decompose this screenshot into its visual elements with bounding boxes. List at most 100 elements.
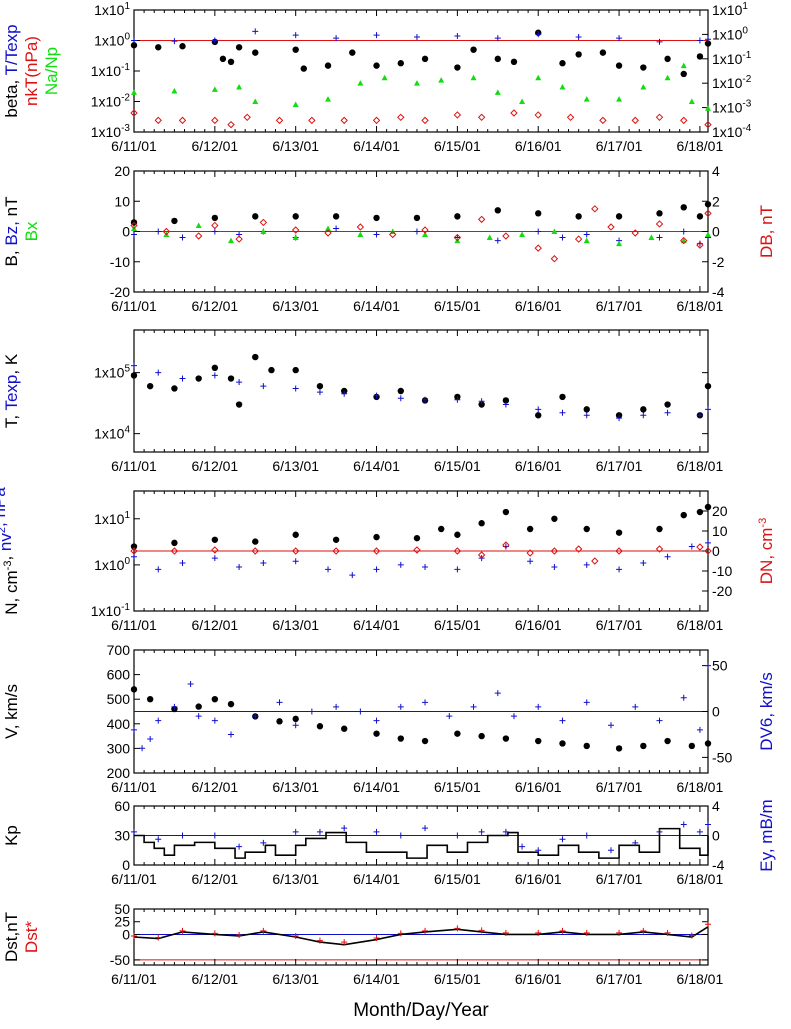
panel-plasma-ratios: 6/11/01 6/12/01 6/13/01 6/14/01 6/15/01 6/16/… bbox=[2, 1, 752, 154]
data-point bbox=[640, 559, 647, 566]
data-point bbox=[705, 921, 711, 928]
data-point bbox=[510, 713, 517, 720]
data-point bbox=[502, 735, 510, 742]
data-point bbox=[696, 543, 704, 551]
data-point bbox=[454, 730, 461, 737]
data-point bbox=[252, 353, 259, 361]
data-point bbox=[259, 218, 268, 227]
y2-tick-label: 1x100 bbox=[712, 25, 748, 42]
data-point bbox=[236, 931, 243, 938]
y2-tick-label: 0 bbox=[712, 828, 720, 844]
data-point bbox=[179, 832, 186, 839]
data-point bbox=[171, 385, 178, 392]
x-tick-label: 6/13/01 bbox=[272, 779, 319, 795]
data-point bbox=[559, 60, 566, 67]
data-point bbox=[494, 89, 501, 95]
x-tick-label: 6/18/01 bbox=[677, 458, 724, 474]
data-point bbox=[373, 566, 380, 573]
data-point bbox=[559, 83, 566, 90]
data-point bbox=[381, 74, 388, 81]
data-point bbox=[373, 214, 380, 222]
y2-tick-label: 1x101 bbox=[712, 1, 748, 18]
data-point bbox=[333, 703, 340, 710]
plot-frame bbox=[133, 908, 709, 966]
data-point bbox=[519, 231, 526, 238]
data-point bbox=[131, 89, 137, 95]
series-line bbox=[134, 827, 709, 859]
y-axis-label: beta, T/Texp bbox=[2, 24, 21, 117]
data-point bbox=[575, 34, 582, 41]
data-point bbox=[454, 64, 461, 71]
data-point bbox=[421, 116, 429, 125]
x-tick-label: 6/12/01 bbox=[191, 617, 238, 633]
data-point bbox=[696, 828, 703, 835]
y2-tick-label: -50 bbox=[712, 749, 732, 765]
x-tick-label: 6/17/01 bbox=[596, 138, 643, 154]
data-point bbox=[559, 409, 566, 416]
x-tick-label: 6/18/01 bbox=[677, 971, 724, 987]
x-tick-label: 6/16/01 bbox=[515, 138, 562, 154]
x-tick-label: 6/14/01 bbox=[353, 971, 400, 987]
data-point bbox=[179, 234, 186, 241]
data-point bbox=[243, 113, 251, 122]
data-point bbox=[470, 46, 477, 53]
data-point bbox=[688, 98, 695, 104]
data-point bbox=[155, 717, 162, 724]
data-point bbox=[260, 228, 267, 234]
data-point bbox=[664, 74, 671, 81]
data-point bbox=[527, 558, 534, 565]
data-point bbox=[551, 228, 558, 234]
data-point bbox=[341, 825, 348, 832]
data-point bbox=[211, 37, 218, 44]
y2-tick-label: 2 bbox=[712, 193, 720, 209]
data-point bbox=[235, 401, 243, 408]
data-point bbox=[664, 409, 671, 416]
y-tick-label: 0 bbox=[122, 224, 130, 240]
data-point bbox=[397, 703, 404, 710]
y-axis-label: B, Bz, nT bbox=[2, 197, 21, 267]
data-point bbox=[422, 563, 429, 570]
data-point bbox=[397, 930, 404, 937]
data-point bbox=[325, 96, 332, 102]
x-tick-label: 6/16/01 bbox=[515, 298, 562, 314]
data-point bbox=[656, 717, 663, 724]
data-point bbox=[591, 557, 599, 565]
y-tick-label: 500 bbox=[107, 691, 131, 707]
y2-tick-label: -20 bbox=[712, 583, 732, 599]
data-point bbox=[519, 843, 526, 850]
data-point bbox=[413, 34, 420, 41]
x-tick-label: 6/13/01 bbox=[272, 138, 319, 154]
data-point bbox=[656, 828, 663, 835]
x-tick-label: 6/17/01 bbox=[596, 779, 643, 795]
y2-tick-label: 1x10-4 bbox=[712, 123, 752, 140]
data-point bbox=[236, 379, 243, 386]
y2-tick-label: 0 bbox=[712, 224, 720, 240]
x-tick-label: 6/16/01 bbox=[515, 617, 562, 633]
data-point bbox=[276, 718, 283, 725]
data-point bbox=[422, 396, 429, 403]
series-line bbox=[133, 926, 709, 946]
data-point bbox=[502, 828, 509, 835]
data-point bbox=[648, 234, 655, 241]
y2-axis-label: DB, nT bbox=[757, 205, 776, 258]
y-tick-label: 1x100 bbox=[94, 32, 130, 49]
data-point bbox=[421, 737, 429, 745]
data-point bbox=[252, 49, 259, 56]
data-point bbox=[252, 213, 259, 220]
data-point bbox=[252, 713, 259, 720]
y2-tick-label: -4 bbox=[712, 857, 725, 873]
y-axis-label: nkT(nPa) bbox=[22, 36, 41, 106]
data-point bbox=[664, 929, 671, 936]
y2-tick-label: -10 bbox=[712, 563, 732, 579]
x-tick-label: 6/15/01 bbox=[434, 779, 481, 795]
data-point bbox=[583, 412, 590, 419]
data-point bbox=[179, 43, 186, 50]
data-point bbox=[413, 214, 421, 222]
data-point bbox=[413, 534, 421, 542]
data-point bbox=[292, 828, 299, 835]
data-point bbox=[195, 375, 202, 382]
data-point bbox=[616, 566, 623, 573]
data-point bbox=[195, 713, 202, 720]
data-point bbox=[680, 228, 687, 235]
